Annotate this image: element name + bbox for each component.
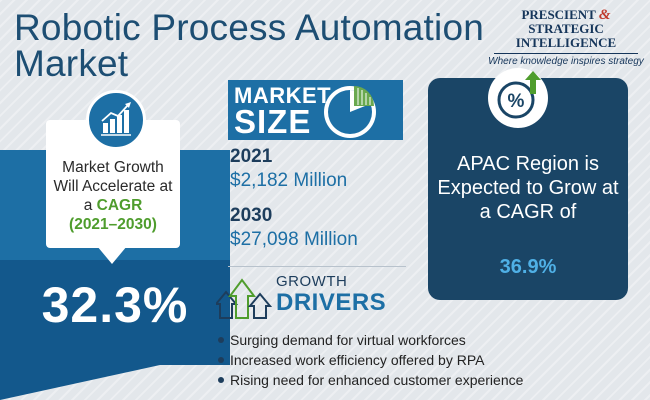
market-size-heading-top: MARKET xyxy=(234,83,332,108)
drivers-list: Surging demand for virtual workforces In… xyxy=(216,330,523,390)
market-size-value-1: $2,182 Million xyxy=(230,170,348,191)
market-size-year-2: 2030 xyxy=(230,205,273,226)
growth-text: Market Growth Will Accelerate at a xyxy=(53,159,173,214)
growth-panel-lower xyxy=(0,260,230,365)
cagr-label: CAGR xyxy=(96,197,143,214)
logo-word-prescient: PRESCIENT xyxy=(521,7,596,22)
logo-line-2: INTELLIGENCE xyxy=(515,35,617,50)
logo-ampersand: & xyxy=(598,7,611,23)
list-item: Surging demand for virtual workforces xyxy=(216,330,523,350)
logo-divider xyxy=(494,53,638,54)
logo-line-1: PRESCIENT & STRATEGIC xyxy=(486,8,646,36)
logo-word-strategic: STRATEGIC xyxy=(528,21,604,36)
bubble-pointer xyxy=(97,246,127,264)
market-size-year-1: 2021 xyxy=(230,146,273,167)
drivers-heading-bottom: DRIVERS xyxy=(276,289,387,316)
market-size-heading-bottom: SIZE xyxy=(234,103,312,140)
market-size-value-2: $27,098 Million xyxy=(230,229,358,250)
up-arrows-icon xyxy=(216,278,272,319)
drivers-heading-top: GROWTH xyxy=(276,273,348,290)
page-title: Robotic Process Automation Market xyxy=(14,7,484,84)
logo-tagline: Where knowledge inspires strategy xyxy=(488,56,644,67)
svg-text:%: % xyxy=(508,91,525,112)
percent-up-icon: % xyxy=(488,68,548,128)
growth-chart-icon xyxy=(86,90,146,150)
list-item: Rising need for enhanced customer experi… xyxy=(216,370,523,390)
pie-chart-icon xyxy=(324,86,376,138)
cagr-years: (2021–2030) xyxy=(69,216,157,233)
growth-statement: Market Growth Will Accelerate at a CAGR … xyxy=(50,158,176,234)
apac-cagr-value: 36.9% xyxy=(499,256,557,278)
section-divider xyxy=(228,266,406,267)
growth-panel-tail xyxy=(0,365,160,400)
company-logo: PRESCIENT & STRATEGIC INTELLIGENCE Where… xyxy=(486,8,646,68)
apac-statement: APAC Region is Expected to Grow at a CAG… xyxy=(437,153,619,223)
list-item: Increased work efficiency offered by RPA xyxy=(216,350,523,370)
cagr-value: 32.3% xyxy=(41,277,189,333)
